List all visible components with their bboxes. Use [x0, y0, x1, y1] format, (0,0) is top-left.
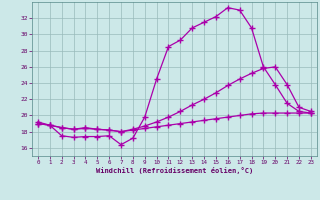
- X-axis label: Windchill (Refroidissement éolien,°C): Windchill (Refroidissement éolien,°C): [96, 167, 253, 174]
